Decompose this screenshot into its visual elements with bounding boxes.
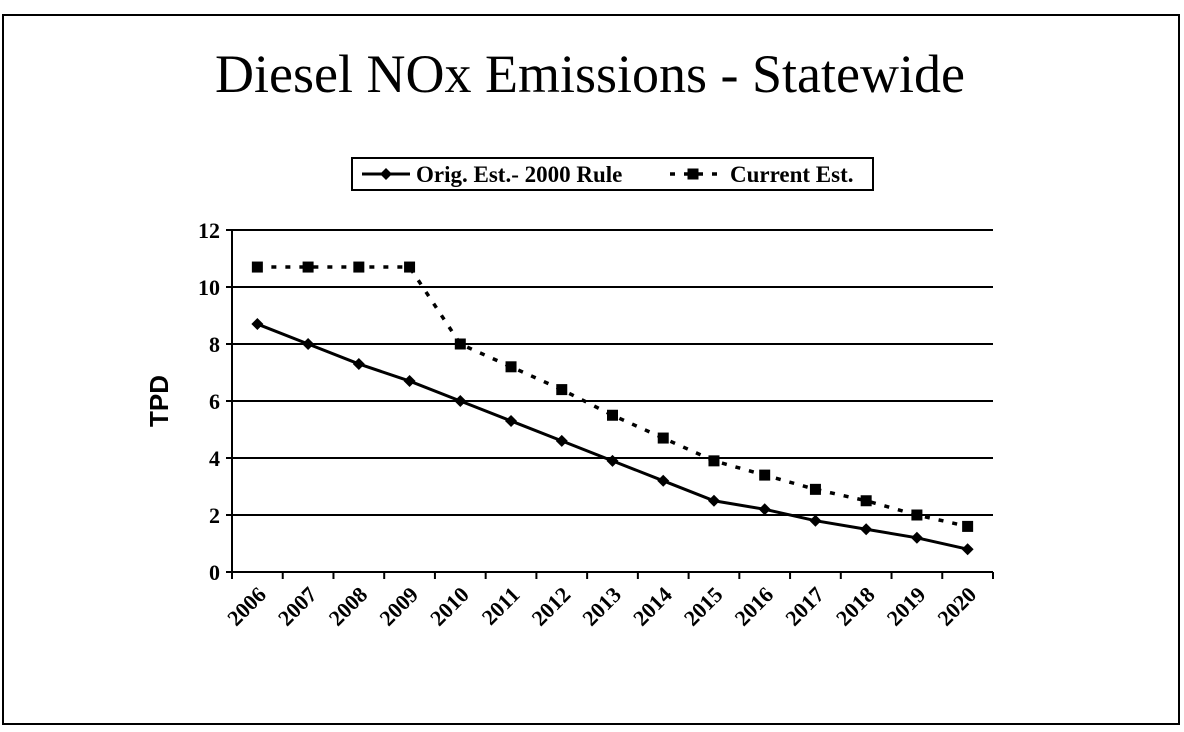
point — [555, 434, 568, 447]
point — [759, 469, 771, 481]
point — [657, 474, 670, 487]
x-tick-label: 2008 — [324, 582, 373, 631]
x-tick-label: 2009 — [374, 582, 423, 631]
y-axis-label: TPD — [144, 375, 174, 427]
point — [352, 357, 365, 370]
legend-marker — [380, 168, 392, 180]
frame — [2, 14, 1180, 725]
point — [708, 455, 720, 467]
point — [251, 318, 264, 331]
x-tick-label: 2014 — [628, 582, 677, 631]
point — [251, 261, 263, 273]
series-line — [257, 265, 969, 529]
y-tick-label: 12 — [198, 218, 220, 243]
point — [860, 523, 873, 536]
x-tick-label: 2020 — [932, 582, 981, 631]
point — [302, 338, 315, 350]
point — [707, 494, 720, 507]
point — [860, 495, 872, 507]
point — [607, 409, 618, 421]
point — [556, 384, 568, 396]
x-tick-label: 2007 — [273, 582, 322, 631]
point — [910, 531, 923, 544]
y-tick-label: 10 — [198, 275, 220, 300]
point — [809, 514, 822, 527]
legend-box — [351, 157, 874, 191]
point — [454, 395, 467, 407]
x-tick-label: 2018 — [831, 582, 880, 631]
point — [758, 503, 771, 516]
y-tick-label: 8 — [209, 332, 220, 357]
x-tick-label: 2006 — [222, 582, 271, 631]
x-tick-label: 2011 — [477, 582, 525, 630]
legend-label: Current Est. — [730, 162, 854, 187]
x-tick-label: 2012 — [527, 582, 576, 631]
x-tick-label: 2010 — [425, 582, 474, 631]
x-tick-label: 2019 — [882, 582, 931, 631]
x-tick-label: 2016 — [729, 582, 778, 631]
point — [505, 361, 517, 373]
point — [962, 520, 974, 532]
legend-label: Orig. Est.- 2000 Rule — [416, 162, 622, 187]
y-tick-label: 2 — [209, 503, 220, 528]
y-tick-label: 4 — [209, 446, 220, 471]
y-tick-label: 6 — [209, 389, 220, 414]
chart-title: Diesel NOx Emissions - Statewide — [215, 44, 965, 104]
point — [606, 454, 619, 467]
y-tick-label: 0 — [209, 560, 220, 585]
point — [505, 414, 518, 427]
legend-marker — [687, 168, 699, 180]
x-tick-label: 2015 — [679, 582, 728, 631]
point — [302, 261, 314, 273]
point — [961, 543, 974, 556]
x-tick-label: 2013 — [577, 582, 626, 631]
x-tick-label: 2017 — [780, 582, 829, 631]
point — [353, 261, 365, 273]
point — [911, 509, 923, 521]
point — [657, 432, 669, 444]
point — [403, 375, 416, 388]
point — [404, 261, 416, 273]
point — [454, 338, 466, 350]
point — [809, 483, 821, 495]
